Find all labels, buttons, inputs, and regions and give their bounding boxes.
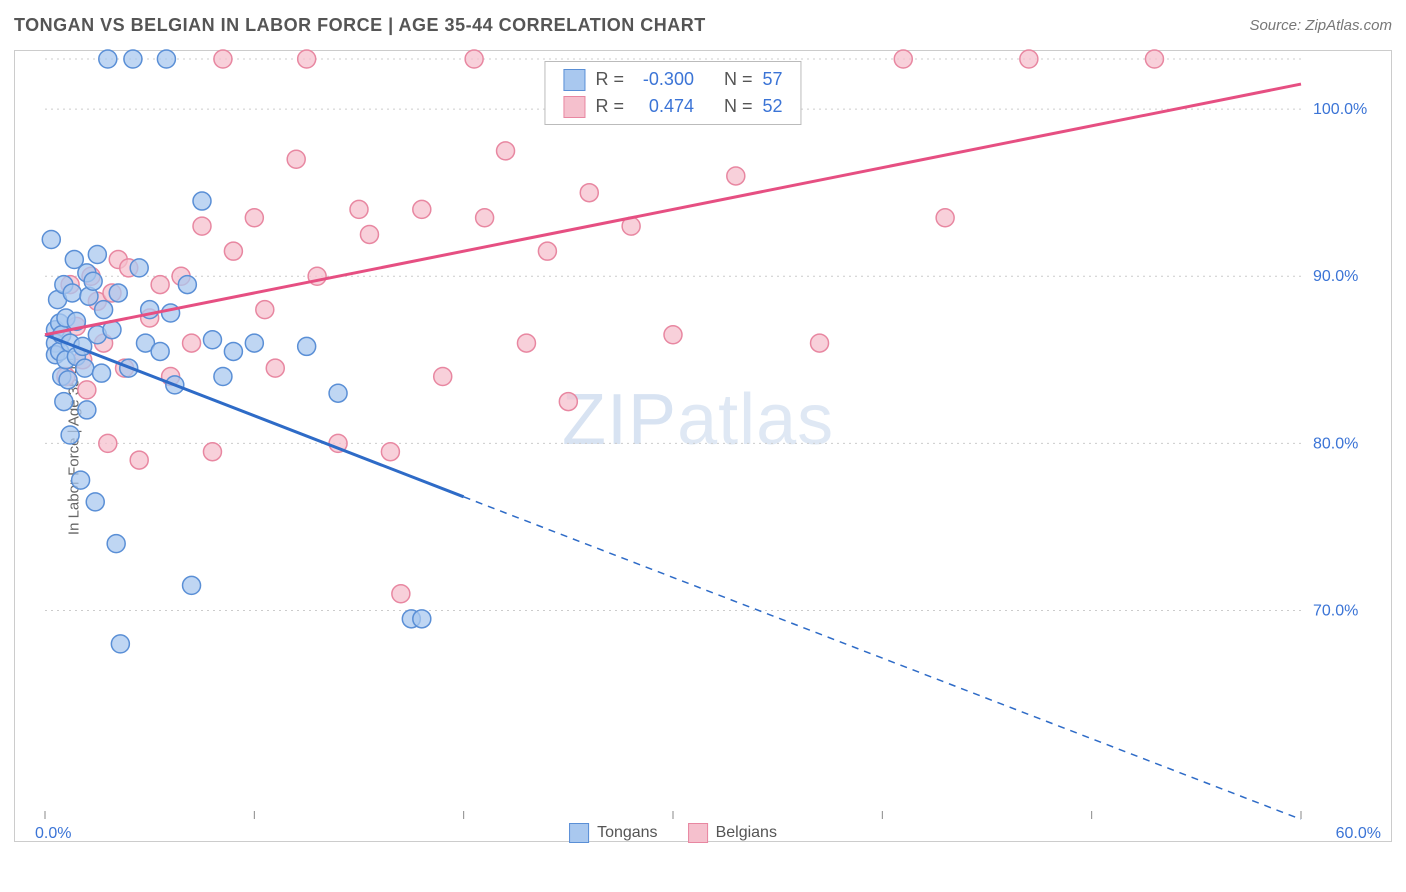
- plot-frame: In Labor Force | Age 35-44 ZIPatlas 70.0…: [14, 50, 1392, 842]
- n-label: N =: [724, 93, 753, 120]
- n-value-tongans: 57: [763, 66, 783, 93]
- legend-label-tongans: Tongans: [597, 824, 658, 842]
- x-origin-label: 0.0%: [35, 825, 71, 843]
- r-label: R =: [595, 93, 624, 120]
- svg-text:100.0%: 100.0%: [1313, 101, 1367, 118]
- svg-text:70.0%: 70.0%: [1313, 602, 1358, 619]
- plot-area: ZIPatlas 70.0%80.0%90.0%100.0% R = -0.30…: [45, 59, 1301, 811]
- source-label: Source: ZipAtlas.com: [1249, 17, 1392, 34]
- r-value-tongans: -0.300: [634, 66, 694, 93]
- legend-swatch-tongans-icon: [569, 823, 589, 843]
- bottom-legend: Tongans Belgians: [569, 823, 777, 843]
- swatch-tongans-icon: [563, 69, 585, 91]
- r-value-belgians: 0.474: [634, 93, 694, 120]
- n-value-belgians: 52: [763, 93, 783, 120]
- stats-row-belgians: R = 0.474 N = 52: [563, 93, 782, 120]
- legend-label-belgians: Belgians: [716, 824, 777, 842]
- x-max-label: 60.0%: [1336, 825, 1381, 843]
- r-label: R =: [595, 66, 624, 93]
- stats-row-tongans: R = -0.300 N = 57: [563, 66, 782, 93]
- chart-title: TONGAN VS BELGIAN IN LABOR FORCE | AGE 3…: [14, 15, 706, 36]
- svg-text:80.0%: 80.0%: [1313, 435, 1358, 452]
- swatch-belgians-icon: [563, 96, 585, 118]
- svg-text:90.0%: 90.0%: [1313, 268, 1358, 285]
- legend-swatch-belgians-icon: [688, 823, 708, 843]
- legend-item-tongans: Tongans: [569, 823, 658, 843]
- n-label: N =: [724, 66, 753, 93]
- chart-svg: 70.0%80.0%90.0%100.0%: [45, 59, 1301, 811]
- legend-item-belgians: Belgians: [688, 823, 777, 843]
- stats-box: R = -0.300 N = 57 R = 0.474 N = 52: [544, 61, 801, 125]
